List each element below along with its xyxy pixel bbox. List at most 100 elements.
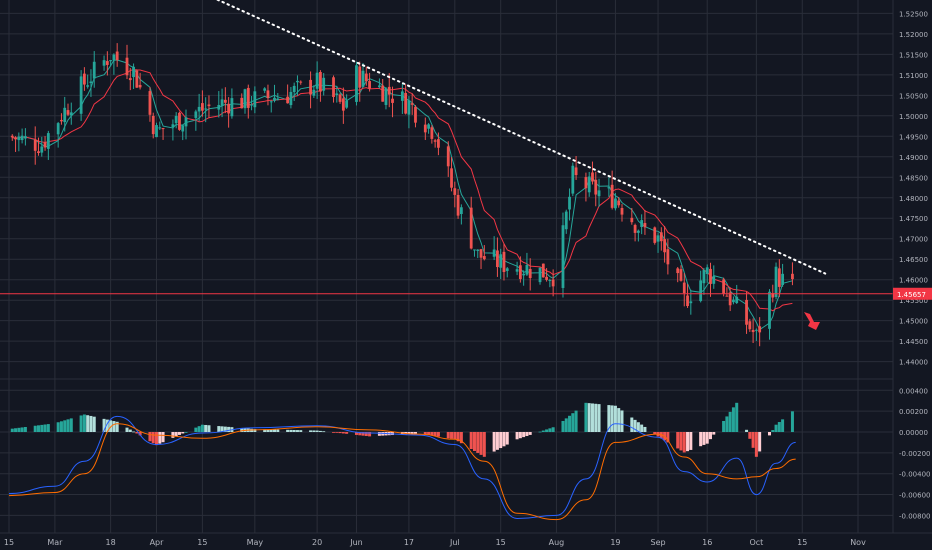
candle-body [732, 299, 735, 303]
price-tick-label: 1.50000 [899, 113, 928, 121]
price-tick-label: 1.49500 [899, 133, 928, 141]
histogram-bar [708, 432, 712, 440]
candle-body [266, 90, 270, 98]
price-pane[interactable] [0, 0, 893, 347]
candle-body [479, 249, 483, 258]
histogram-bar [682, 432, 686, 453]
candle-body [525, 264, 529, 275]
candle-body [332, 77, 335, 98]
candle-body [273, 97, 276, 101]
candle-body [574, 167, 578, 176]
histogram-bar [112, 421, 116, 432]
candle-body [758, 326, 762, 333]
histogram-bar [132, 431, 136, 433]
histogram-bar [427, 432, 431, 436]
histogram-bar [17, 427, 21, 432]
candle-body [178, 112, 181, 130]
macd-pane[interactable] [8, 402, 796, 521]
candle-body [197, 106, 201, 112]
histogram-bar [89, 415, 93, 432]
candle-body [518, 265, 522, 280]
histogram-bar [751, 432, 755, 448]
histogram-bar [774, 424, 778, 432]
candle-body [597, 190, 601, 197]
candle-body [482, 256, 486, 260]
candle-body [17, 136, 21, 141]
histogram-bar [748, 432, 752, 439]
candle-body [63, 107, 67, 123]
candle-body [387, 86, 391, 95]
candle-body [745, 299, 748, 325]
histogram-bar [105, 419, 109, 432]
candle-body [33, 139, 37, 151]
candle-body [545, 276, 548, 280]
candle-body [702, 269, 706, 284]
price-tick-label: 1.52500 [899, 10, 928, 18]
candle-body [499, 254, 503, 268]
candle-body [289, 91, 293, 106]
projection-arrow-icon [804, 312, 820, 330]
histogram-bar [37, 425, 41, 432]
histogram-bar [92, 416, 96, 432]
macd-scale[interactable]: 0.00400 0.00200 0.00000 -0.00200 -0.00400 -0.… [899, 387, 930, 520]
histogram-bar [479, 432, 483, 455]
histogram-bar [482, 432, 486, 457]
candle-body [37, 151, 40, 153]
candle-body [299, 81, 303, 83]
histogram-bar [564, 418, 568, 432]
price-tick-label: 1.51500 [899, 51, 928, 59]
histogram-bar [545, 429, 549, 432]
histogram-bar [207, 425, 211, 432]
histogram-bar [128, 429, 132, 432]
histogram-bar [151, 432, 155, 444]
candle-body [735, 296, 739, 304]
time-tick-label: Aug [549, 538, 565, 547]
candle-body [459, 207, 463, 215]
candle-body [679, 269, 683, 281]
candle-body [709, 268, 712, 284]
histogram-bar [689, 432, 693, 450]
histogram-bar [204, 424, 208, 432]
candle-body [492, 249, 496, 257]
macd-line [8, 415, 796, 520]
macd-lines [8, 415, 796, 521]
histogram-bar [273, 429, 277, 432]
histogram-bar [217, 426, 221, 432]
histogram-bar [158, 432, 162, 444]
candle-body [230, 98, 234, 117]
histogram-bar [610, 405, 614, 432]
histogram-bar [82, 414, 86, 432]
time-tick-label: 15 [797, 538, 807, 547]
histogram-bar [59, 421, 63, 432]
candle-body [522, 273, 526, 276]
histogram-bar [377, 432, 381, 436]
trendline [215, 0, 827, 275]
candle-body [584, 177, 588, 189]
macd-tick-label: -0.00400 [899, 471, 930, 479]
candle-body [240, 97, 244, 109]
histogram-bar [23, 426, 27, 432]
candle-body [571, 165, 575, 194]
histogram-bar [636, 422, 640, 432]
candle-body [14, 137, 17, 140]
candle-body [66, 110, 70, 115]
candle-body [400, 91, 404, 101]
histogram-bar [56, 422, 60, 432]
candle-body [564, 211, 568, 230]
candle-body [322, 77, 326, 91]
candle-body [23, 136, 27, 139]
candle-body [791, 273, 794, 280]
time-scale[interactable]: 15 Mar 18 Apr 15 May 20 Jun 17 Jul 15 Aug 19 Sep 16 Oct… [4, 538, 866, 547]
price-tick-label: 1.49000 [899, 154, 928, 162]
histogram-bar [777, 422, 781, 432]
histogram-bar [361, 432, 365, 436]
histogram-bar [781, 419, 785, 432]
candle-body [751, 329, 755, 333]
histogram-bar [354, 432, 358, 435]
price-scale[interactable]: 1.52500 1.52000 1.51500 1.51000 1.50500 1.500… [899, 10, 928, 366]
candle-body [269, 101, 273, 103]
candle-body [630, 217, 634, 223]
candle-body [437, 139, 440, 148]
histogram-bar [499, 432, 503, 449]
